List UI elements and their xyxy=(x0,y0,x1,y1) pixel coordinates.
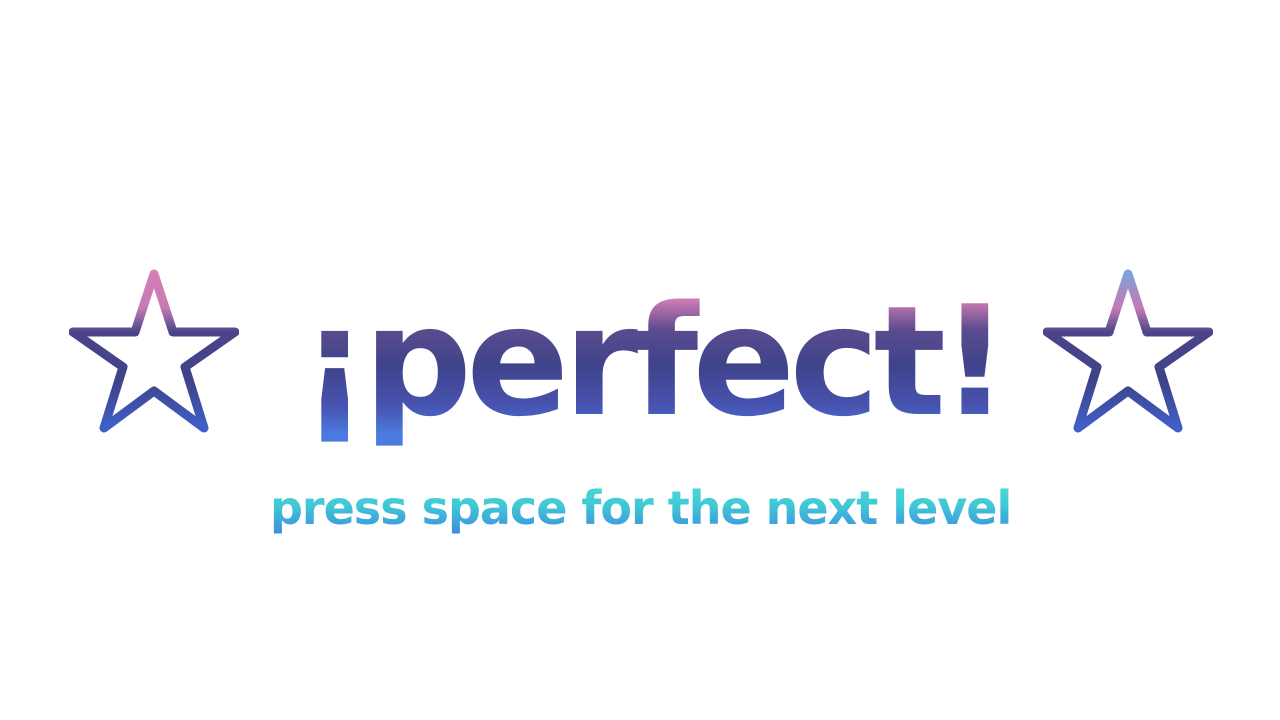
star-outline-icon xyxy=(1043,269,1213,433)
perfect-headline: ¡PERFECT! xyxy=(300,262,1009,462)
next-level-hint: PRESS SPACE FOR THE NEXT LEVEL xyxy=(270,476,1012,540)
star-outline-icon xyxy=(69,269,239,433)
